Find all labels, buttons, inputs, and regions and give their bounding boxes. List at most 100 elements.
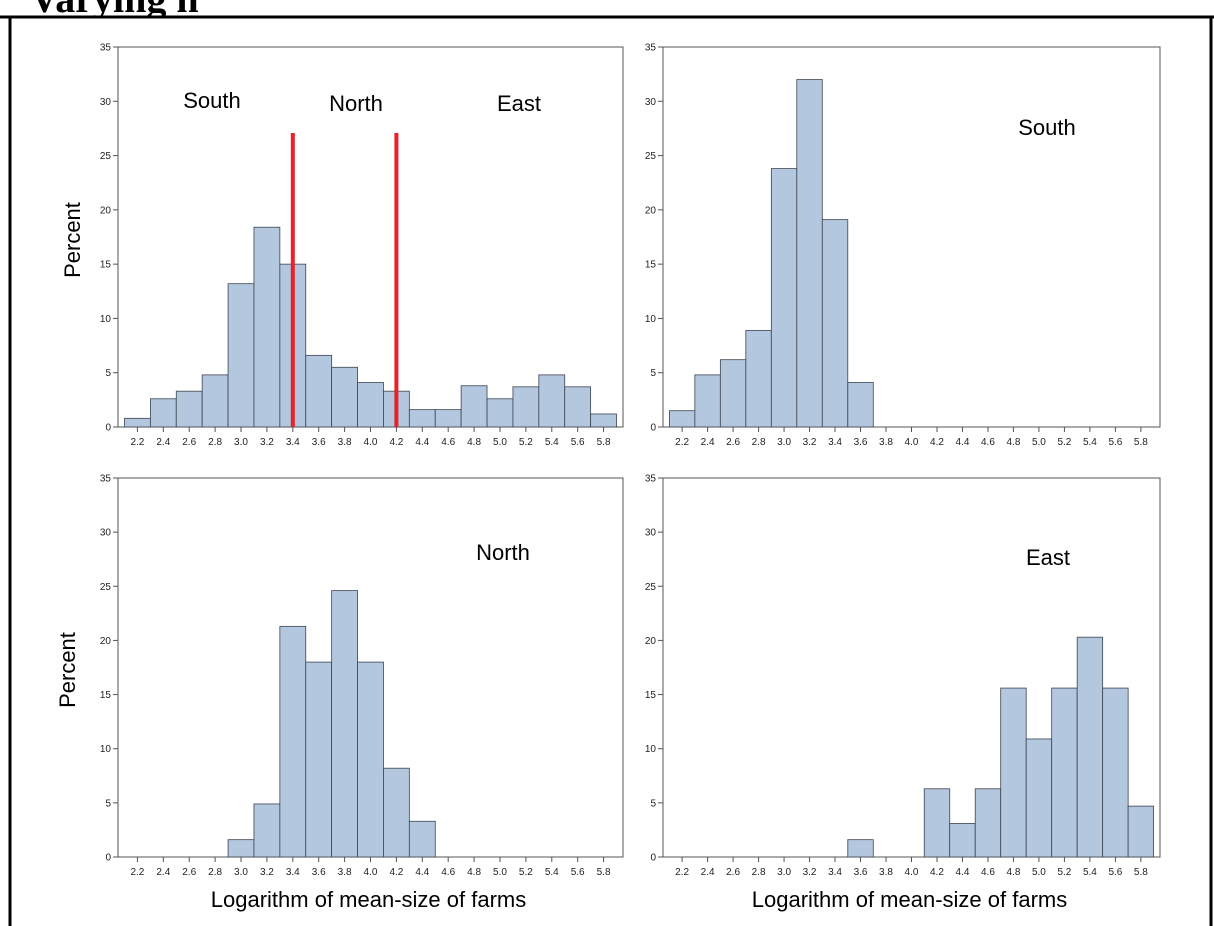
x-tick-label: 4.2 <box>389 437 403 448</box>
y-tick-label: 25 <box>100 582 112 593</box>
x-tick-label: 2.6 <box>726 437 740 448</box>
histogram-bar <box>1127 805 1155 858</box>
y-tick-label: 35 <box>645 474 657 485</box>
y-tick-label: 20 <box>100 636 112 647</box>
y-tick-label: 10 <box>645 314 657 325</box>
y-tick-label: 20 <box>645 636 657 647</box>
x-tick-label: 3.4 <box>828 437 842 448</box>
histogram-bar <box>460 385 488 428</box>
y-tick-label: 30 <box>645 528 657 539</box>
x-tick-label: 5.6 <box>571 867 585 878</box>
x-tick-label: 4.4 <box>415 867 429 878</box>
x-tick-label: 3.4 <box>286 437 300 448</box>
histogram-bar <box>719 359 747 428</box>
x-tick-label: 4.6 <box>981 437 995 448</box>
histogram-bar <box>974 788 1002 858</box>
y-tick-label: 10 <box>645 744 657 755</box>
y-tick-label: 0 <box>105 423 111 434</box>
x-tick-label: 5.2 <box>519 437 533 448</box>
x-tick-label: 2.4 <box>701 867 715 878</box>
x-tick-label: 2.8 <box>208 437 222 448</box>
histogram-bar <box>253 226 281 428</box>
x-tick-label: 5.2 <box>1057 437 1071 448</box>
region-annotation: North <box>476 540 530 565</box>
histogram-bar <box>949 823 976 858</box>
histogram-bar <box>821 219 849 428</box>
x-tick-label: 4.6 <box>981 867 995 878</box>
histogram-bar <box>847 839 874 858</box>
x-tick-label: 4.2 <box>389 867 403 878</box>
y-tick-label: 0 <box>650 853 656 864</box>
x-tick-label: 4.0 <box>905 437 919 448</box>
x-tick-label: 4.6 <box>441 437 455 448</box>
y-tick-label: 15 <box>100 260 112 271</box>
histogram-bar <box>383 767 410 858</box>
x-tick-label: 4.6 <box>441 867 455 878</box>
region-annotation: South <box>1018 115 1076 140</box>
x-tick-label: 5.6 <box>1108 437 1122 448</box>
histogram-bar <box>331 366 358 428</box>
histogram-bar <box>357 382 384 428</box>
histogram-bar <box>149 398 177 428</box>
x-tick-label: 2.8 <box>208 867 222 878</box>
x-tick-label: 5.4 <box>1083 867 1097 878</box>
region-annotation: East <box>497 91 541 116</box>
y-tick-label: 20 <box>645 205 657 216</box>
histogram-bar <box>253 803 281 858</box>
x-tick-label: 3.8 <box>338 437 352 448</box>
x-tick-label: 3.6 <box>854 437 868 448</box>
histogram-bar <box>1000 687 1027 858</box>
x-tick-label: 2.4 <box>156 437 170 448</box>
x-tick-label: 4.8 <box>467 867 481 878</box>
x-tick-label: 3.2 <box>260 867 274 878</box>
histogram-bar <box>408 820 436 858</box>
x-tick-label: 2.8 <box>752 867 766 878</box>
x-tick-label: 2.4 <box>701 437 715 448</box>
x-tick-label: 3.8 <box>879 867 893 878</box>
y-tick-label: 25 <box>645 582 657 593</box>
x-tick-label: 5.8 <box>1134 867 1148 878</box>
x-tick-label: 4.2 <box>930 867 944 878</box>
histogram-bar <box>1076 636 1104 858</box>
x-tick-label: 3.6 <box>312 437 326 448</box>
histogram-bar <box>590 413 617 428</box>
x-tick-label: 3.2 <box>803 867 817 878</box>
y-tick-label: 25 <box>100 151 112 162</box>
y-tick-label: 30 <box>100 528 112 539</box>
x-tick-label: 5.4 <box>545 867 559 878</box>
histogram-bar <box>796 79 823 428</box>
x-tick-label: 3.0 <box>777 867 791 878</box>
x-tick-label: 5.6 <box>571 437 585 448</box>
y-tick-label: 30 <box>100 97 112 108</box>
y-tick-label: 35 <box>645 43 657 54</box>
y-tick-label: 35 <box>100 43 112 54</box>
histogram-bar <box>564 386 592 428</box>
y-tick-label: 10 <box>100 314 112 325</box>
x-tick-label: 5.0 <box>493 437 507 448</box>
histogram-bar <box>512 386 540 428</box>
region-annotation: East <box>1026 545 1070 570</box>
x-tick-label: 5.0 <box>1032 437 1046 448</box>
x-tick-label: 4.4 <box>956 437 970 448</box>
x-tick-label: 5.8 <box>1134 437 1148 448</box>
x-tick-label: 3.2 <box>803 437 817 448</box>
y-tick-label: 35 <box>100 474 112 485</box>
y-tick-label: 5 <box>105 368 111 379</box>
y-tick-label: 0 <box>105 853 111 864</box>
x-tick-label: 5.2 <box>1057 867 1071 878</box>
x-tick-label: 5.2 <box>519 867 533 878</box>
histogram-bar <box>847 382 874 428</box>
x-tick-label: 5.0 <box>493 867 507 878</box>
x-tick-label: 5.6 <box>1108 867 1122 878</box>
y-axis-label: Percent <box>60 202 85 278</box>
x-tick-label: 2.6 <box>182 867 196 878</box>
y-tick-label: 5 <box>105 798 111 809</box>
region-annotation: South <box>183 88 241 113</box>
x-tick-label: 4.8 <box>1006 867 1020 878</box>
histogram-bar <box>770 168 798 428</box>
x-tick-label: 2.2 <box>675 867 689 878</box>
